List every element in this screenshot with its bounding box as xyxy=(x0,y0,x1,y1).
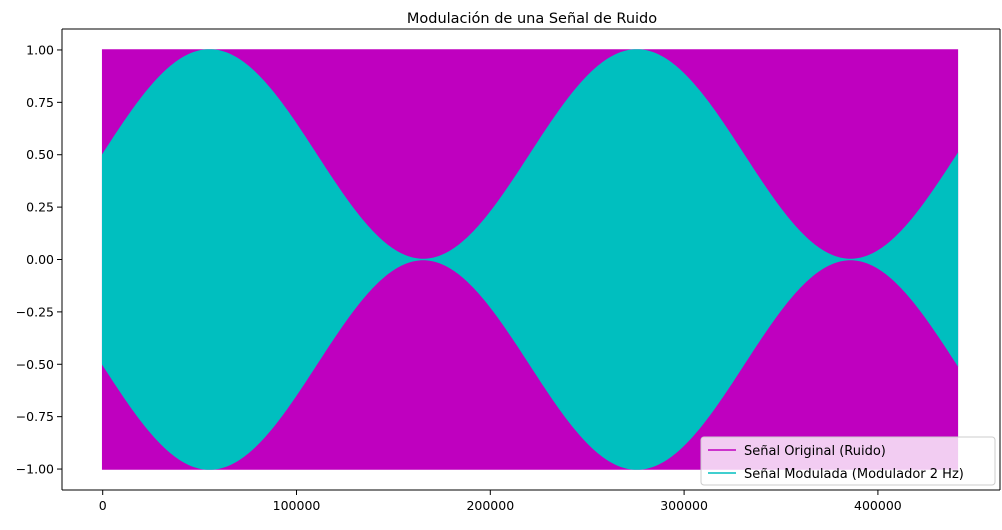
x-tick-label: 100000 xyxy=(273,498,321,513)
legend: Señal Original (Ruido) Señal Modulada (M… xyxy=(701,437,995,485)
chart-title: Modulación de una Señal de Ruido xyxy=(407,11,657,27)
y-tick-label: 0.75 xyxy=(26,95,54,110)
y-tick-label: −0.50 xyxy=(16,357,54,372)
series-layer xyxy=(103,50,958,469)
x-tick-label: 0 xyxy=(99,498,107,513)
y-tick-label: 0.50 xyxy=(26,147,54,162)
legend-label-modulated: Señal Modulada (Modulador 2 Hz) xyxy=(744,467,964,482)
y-tick-label: 0.25 xyxy=(26,200,54,215)
y-tick-label: 0.00 xyxy=(26,252,54,267)
plot-area xyxy=(103,50,958,469)
y-tick-label: 1.00 xyxy=(26,42,54,57)
y-tick-label: −1.00 xyxy=(16,462,54,477)
x-tick-label: 400000 xyxy=(854,498,902,513)
y-tick-label: −0.25 xyxy=(16,304,54,319)
x-tick-label: 200000 xyxy=(466,498,514,513)
legend-label-original: Señal Original (Ruido) xyxy=(744,444,886,459)
x-tick-label: 300000 xyxy=(660,498,708,513)
y-tick-label: −0.75 xyxy=(16,409,54,424)
